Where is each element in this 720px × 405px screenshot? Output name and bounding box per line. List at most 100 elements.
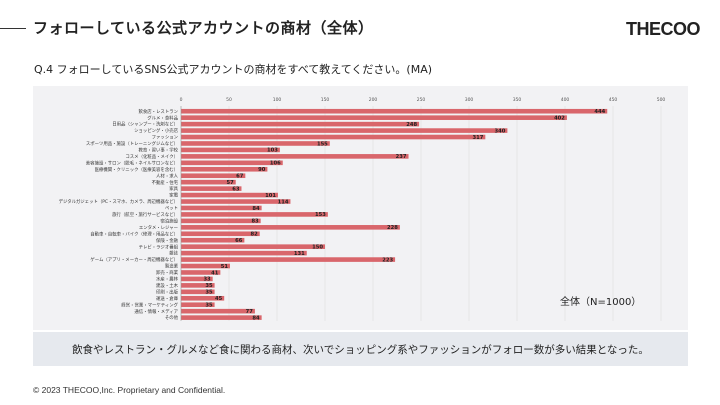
value-label: 444 xyxy=(594,109,605,115)
category-label: 家具 xyxy=(169,185,178,192)
value-label: 317 xyxy=(472,135,483,141)
category-label: 旅行（航空・旅行サービスなど） xyxy=(112,211,178,218)
bar xyxy=(181,276,213,282)
value-label: 77 xyxy=(246,309,254,315)
x-tick-label: 250 xyxy=(417,97,426,103)
category-label: 印刷・出版 xyxy=(156,288,179,295)
category-label: ペット xyxy=(165,206,178,212)
value-label: 82 xyxy=(250,232,258,238)
copyright-footer: © 2023 THECOO,Inc. Proprietary and Confi… xyxy=(33,385,226,395)
category-label: ショッピング・小売店 xyxy=(134,127,179,134)
category-label: 宿泊施設 xyxy=(160,217,178,224)
value-label: 84 xyxy=(252,206,260,212)
category-label: 経営・営業・マーケティング xyxy=(121,301,178,308)
category-label: 医療機関・クリニック（医療美容を含む） xyxy=(95,166,178,173)
bar xyxy=(181,250,307,256)
category-label: 建設・土木 xyxy=(156,282,179,289)
category-label: 通信・情報・メディア xyxy=(134,308,178,315)
category-label: 雑誌 xyxy=(169,250,178,257)
category-label: 不動産・住宅 xyxy=(152,179,179,186)
category-label: テレビ・ラジオ番組 xyxy=(139,243,179,250)
x-tick-label: 450 xyxy=(609,97,618,103)
x-tick-label: 50 xyxy=(226,97,232,103)
bar xyxy=(181,192,278,198)
bar xyxy=(181,166,268,172)
x-tick-label: 100 xyxy=(273,97,282,103)
bar xyxy=(181,212,328,217)
bar xyxy=(181,147,280,153)
value-label: 150 xyxy=(312,244,323,250)
category-label: 家電 xyxy=(169,192,178,199)
category-label: ゲーム（アプリ・メーカー・周辺機器など） xyxy=(90,256,178,263)
summary-box: 飲食やレストラン・グルメなど食に関わる商材、次いでショッピング系やファッションが… xyxy=(33,332,688,366)
category-label: 製造業 xyxy=(165,263,179,270)
value-label: 35 xyxy=(205,303,213,309)
value-label: 402 xyxy=(554,115,565,121)
value-label: 67 xyxy=(236,174,244,180)
category-label: ファッション xyxy=(152,135,179,141)
bar xyxy=(181,128,508,133)
category-label: コスメ（化粧品・メイク） xyxy=(125,153,178,160)
bar xyxy=(181,315,262,320)
category-label: 水産・農林 xyxy=(156,276,179,283)
value-label: 83 xyxy=(251,219,259,225)
bar xyxy=(181,283,215,288)
value-label: 237 xyxy=(396,154,407,160)
value-label: 66 xyxy=(235,238,243,244)
value-label: 35 xyxy=(205,283,213,289)
bar xyxy=(181,263,230,269)
category-label: 飲食店・レストラン xyxy=(138,108,178,115)
sample-size-note: 全体（N=1000） xyxy=(560,297,642,308)
category-label: 運送・倉庫 xyxy=(156,295,179,302)
bar xyxy=(181,141,330,146)
value-label: 84 xyxy=(252,315,260,321)
bar xyxy=(181,160,283,166)
bar xyxy=(181,179,236,185)
value-label: 101 xyxy=(265,193,276,199)
bar xyxy=(181,121,420,127)
bar xyxy=(181,186,242,191)
bar xyxy=(181,244,325,249)
value-label: 51 xyxy=(221,264,229,270)
category-label: 保険・金融 xyxy=(156,237,179,244)
value-label: 340 xyxy=(495,128,506,134)
value-label: 90 xyxy=(258,167,266,173)
thecoo-logo: THECOO xyxy=(625,19,701,39)
x-tick-label: 350 xyxy=(513,97,522,103)
value-label: 131 xyxy=(294,251,305,257)
bar xyxy=(181,237,245,243)
category-label: スポーツ用品・施設（トレーニングジムなど） xyxy=(86,140,178,147)
category-label: グルメ・食料品 xyxy=(147,114,178,121)
value-label: 114 xyxy=(278,199,289,205)
bar xyxy=(181,302,215,308)
bar xyxy=(181,295,225,301)
bar xyxy=(181,199,291,204)
bar-chart: 0 50 100 150 200 250 300 350 400 450 500 飲食店・レストラン 4… xyxy=(59,97,666,321)
summary-text: 飲食やレストラン・グルメなど食に関わる商材、次いでショッピング系やファッションが… xyxy=(72,343,649,356)
category-label: その他 xyxy=(165,314,179,321)
x-tick-label: 200 xyxy=(369,97,378,103)
category-label: 美容施設・サロン（脱毛・ネイルサロンなど） xyxy=(86,159,178,166)
page-title: フォローしている公式アカウントの商材（全体） xyxy=(33,19,374,37)
question-text: Q.4 フォローしているSNS公式アカウントの商材をすべて教えてください。(MA… xyxy=(34,63,433,76)
category-label: 日用品（シャンプー・洗剤など） xyxy=(112,121,178,128)
value-label: 41 xyxy=(211,270,219,276)
chart-panel: 0 50 100 150 200 250 300 350 400 450 500 飲食店・レストラン 4… xyxy=(33,86,688,330)
bar xyxy=(181,108,608,114)
x-tick-label: 300 xyxy=(465,97,474,103)
title-rule xyxy=(0,28,26,29)
value-label: 35 xyxy=(205,290,213,296)
value-label: 106 xyxy=(270,161,281,167)
bar xyxy=(181,205,262,211)
bar xyxy=(181,115,567,120)
bar xyxy=(181,134,486,140)
value-label: 45 xyxy=(215,296,223,302)
category-label: デジタルガジェット（PC・スマホ、カメラ、周辺機器など） xyxy=(59,198,178,205)
category-label: 人材・求人 xyxy=(156,172,179,179)
bar xyxy=(181,225,400,230)
x-tick-label: 150 xyxy=(321,97,330,103)
bar xyxy=(181,218,261,224)
value-label: 103 xyxy=(267,148,278,154)
bar xyxy=(181,289,215,295)
category-label: 自動車・自転車・バイク（修理・用品など） xyxy=(90,230,178,237)
